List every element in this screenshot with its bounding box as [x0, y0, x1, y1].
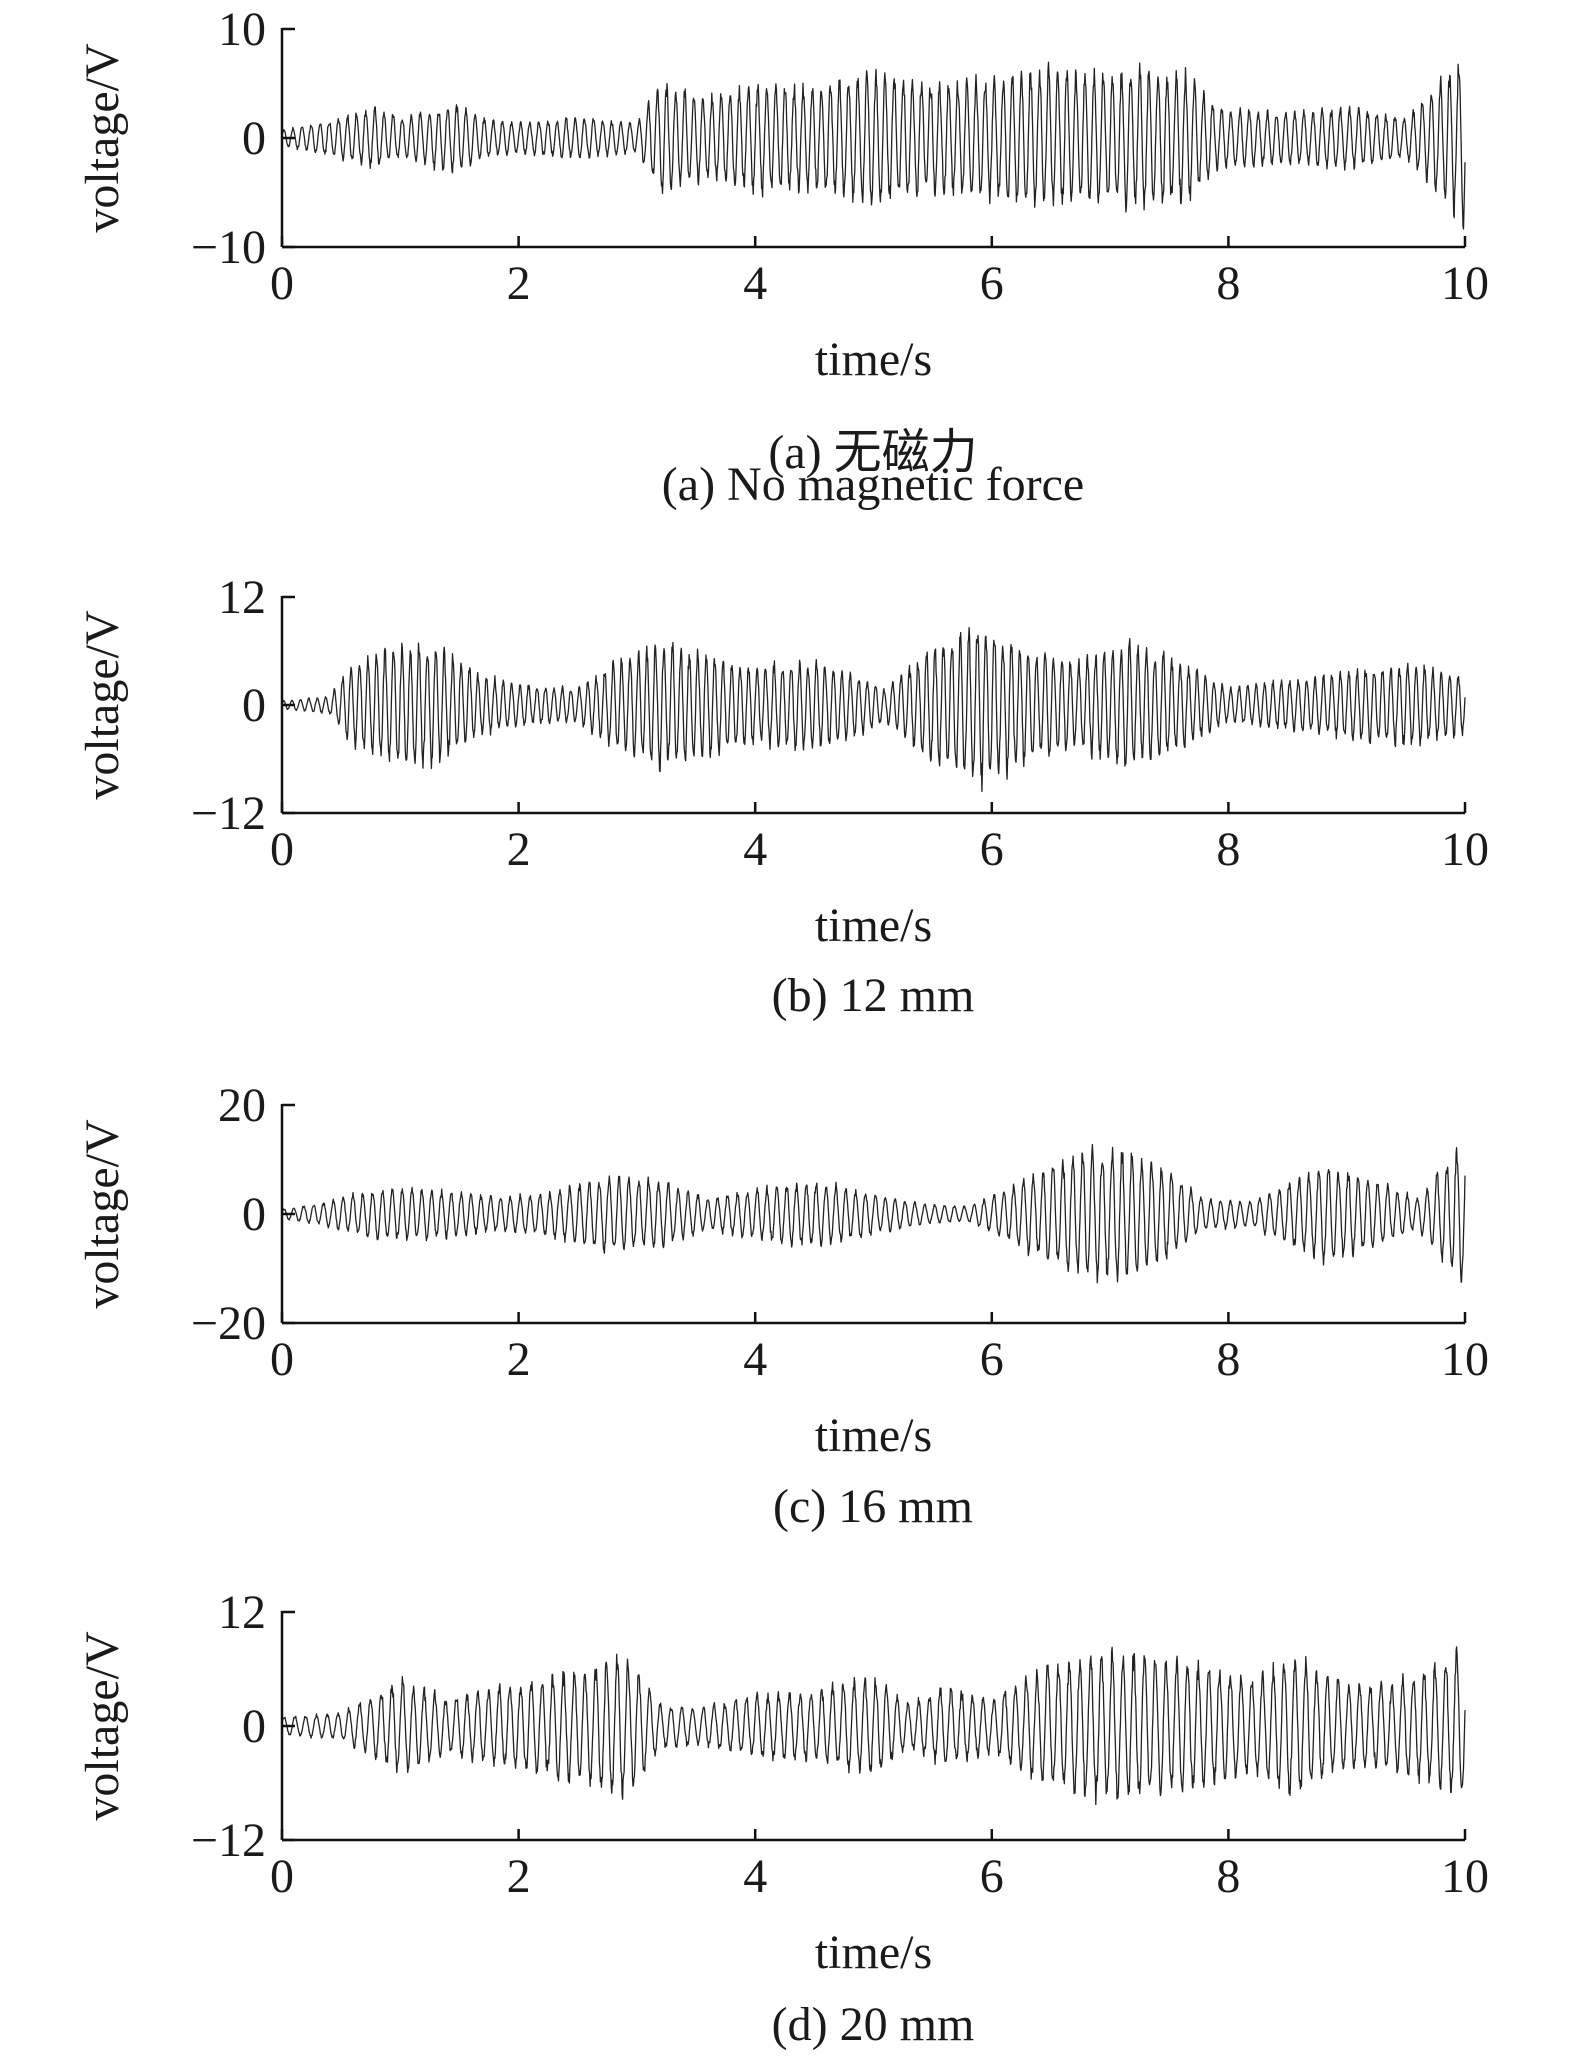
x-tick-label: 10: [1441, 823, 1489, 876]
x-tick-label: 8: [1216, 1850, 1240, 1903]
y-tick-label: −12: [191, 787, 266, 840]
x-tick-label: 2: [507, 1850, 531, 1903]
panel-caption: (c) 16 mm: [773, 1480, 973, 1533]
y-axis-title: voltage/V: [76, 610, 129, 800]
x-axis-title: time/s: [815, 899, 932, 952]
series-line: [281, 1143, 1466, 1284]
series-line: [281, 627, 1466, 793]
x-tick-label: 8: [1216, 1333, 1240, 1386]
y-tick-label: 10: [218, 3, 266, 56]
x-tick-label: 10: [1441, 1333, 1489, 1386]
y-axis-title: voltage/V: [76, 1119, 129, 1309]
x-tick-label: 10: [1441, 1850, 1489, 1903]
x-tick-label: 2: [507, 1333, 531, 1386]
x-tick-label: 6: [980, 257, 1004, 310]
y-axis-title: voltage/V: [76, 1631, 129, 1821]
x-tick-label: 2: [507, 823, 531, 876]
panel-caption-zh: (a) 无磁力: [768, 426, 977, 479]
x-tick-label: 10: [1441, 257, 1489, 310]
x-tick-label: 4: [743, 823, 767, 876]
panel-caption: (b) 12 mm: [772, 969, 975, 1022]
y-tick-label: 12: [218, 1586, 266, 1639]
x-tick-label: 0: [270, 257, 294, 310]
x-tick-label: 0: [270, 823, 294, 876]
y-tick-label: 0: [242, 679, 266, 732]
panel-caption: (d) 20 mm: [772, 1998, 975, 2051]
y-tick-label: 20: [218, 1079, 266, 1132]
y-tick-label: −20: [191, 1297, 266, 1350]
x-axis-title: time/s: [815, 1926, 932, 1979]
x-axis-title: time/s: [815, 333, 932, 386]
y-axis-title: voltage/V: [76, 43, 129, 233]
series-line: [281, 1646, 1466, 1806]
x-tick-label: 4: [743, 257, 767, 310]
x-tick-label: 6: [980, 823, 1004, 876]
x-tick-label: 6: [980, 1333, 1004, 1386]
y-tick-label: 0: [242, 112, 266, 165]
x-tick-label: 8: [1216, 257, 1240, 310]
x-tick-label: 0: [270, 1850, 294, 1903]
x-axis-title: time/s: [815, 1409, 932, 1462]
y-tick-label: −12: [191, 1814, 266, 1867]
y-tick-label: −10: [191, 221, 266, 274]
x-tick-label: 6: [980, 1850, 1004, 1903]
x-tick-label: 4: [743, 1333, 767, 1386]
y-tick-label: 0: [242, 1188, 266, 1241]
y-tick-label: 12: [218, 571, 266, 624]
x-tick-label: 8: [1216, 823, 1240, 876]
x-tick-label: 2: [507, 257, 531, 310]
y-tick-label: 0: [242, 1700, 266, 1753]
x-tick-label: 0: [270, 1333, 294, 1386]
x-tick-label: 4: [743, 1850, 767, 1903]
panel-caption-en: (a) No magnetic force: [662, 458, 1084, 511]
series-line: [281, 61, 1466, 230]
